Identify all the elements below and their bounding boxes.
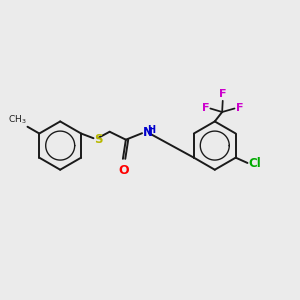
Text: O: O <box>119 164 129 177</box>
Text: Cl: Cl <box>248 157 261 170</box>
Text: N: N <box>143 126 153 139</box>
Text: F: F <box>202 103 209 113</box>
Text: CH$_3$: CH$_3$ <box>8 113 27 126</box>
Text: F: F <box>236 103 243 113</box>
Text: S: S <box>94 133 103 146</box>
Text: H: H <box>147 125 155 135</box>
Text: F: F <box>219 89 226 99</box>
